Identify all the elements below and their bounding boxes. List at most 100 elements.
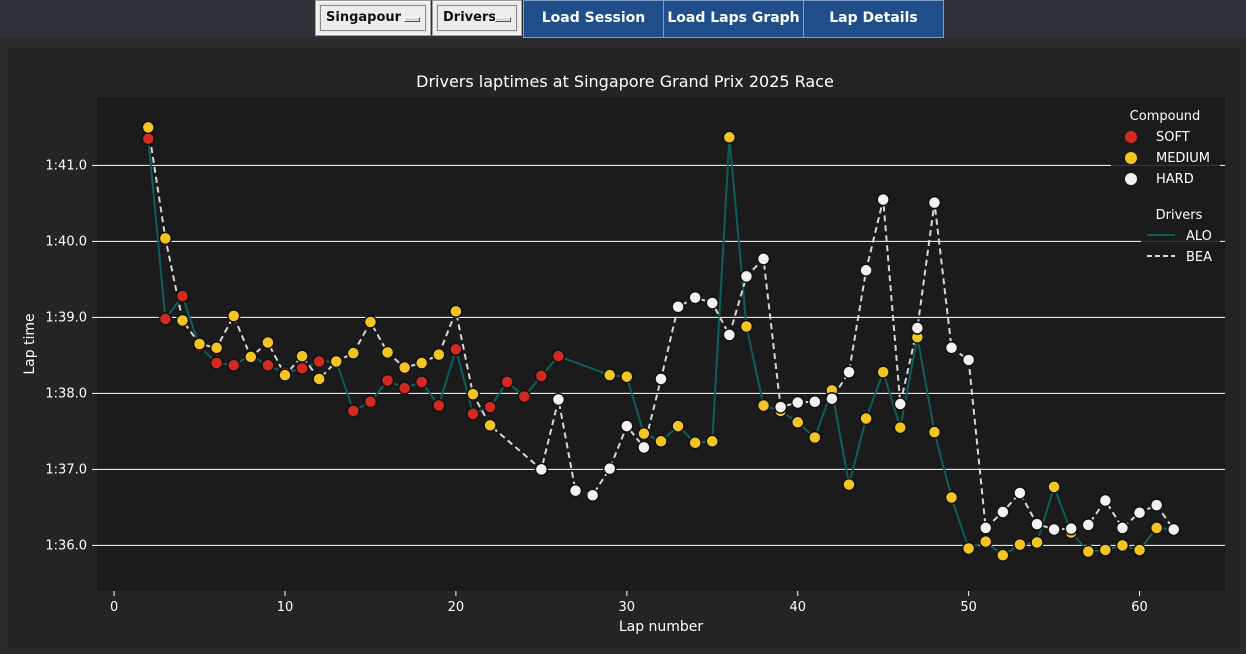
data-point-bea[interactable]	[996, 505, 1010, 519]
data-point-alo[interactable]	[808, 430, 822, 445]
data-point-alo[interactable]	[1013, 537, 1027, 552]
data-point-alo[interactable]	[876, 365, 890, 379]
data-point-alo[interactable]	[722, 130, 737, 145]
data-point-bea[interactable]	[688, 290, 702, 305]
data-point-bea[interactable]	[893, 397, 908, 411]
data-point-alo[interactable]	[637, 426, 651, 441]
data-point-alo[interactable]	[671, 419, 685, 433]
data-point-alo[interactable]	[483, 400, 497, 414]
data-point-bea[interactable]	[209, 341, 224, 355]
data-point-alo[interactable]	[158, 312, 173, 326]
data-point-bea[interactable]	[739, 269, 754, 284]
data-point-alo[interactable]	[209, 356, 224, 370]
data-point-bea[interactable]	[654, 372, 668, 386]
data-point-alo[interactable]	[1030, 535, 1044, 550]
data-point-bea[interactable]	[175, 313, 190, 328]
data-point-alo[interactable]	[175, 289, 190, 303]
data-point-bea[interactable]	[722, 328, 737, 342]
data-point-bea[interactable]	[483, 418, 497, 433]
data-point-bea[interactable]	[705, 296, 720, 310]
data-point-alo[interactable]	[500, 375, 514, 389]
data-point-alo[interactable]	[226, 358, 241, 373]
load-laps-graph-button[interactable]: Load Laps Graph	[663, 0, 804, 38]
data-point-bea[interactable]	[551, 392, 566, 407]
data-point-bea[interactable]	[842, 365, 856, 379]
data-point-bea[interactable]	[944, 341, 959, 355]
data-point-bea[interactable]	[226, 309, 241, 323]
data-point-alo[interactable]	[927, 425, 942, 439]
data-point-bea[interactable]	[568, 483, 583, 498]
data-point-alo[interactable]	[534, 369, 549, 383]
data-point-bea[interactable]	[261, 335, 275, 350]
data-point-alo[interactable]	[1132, 543, 1147, 557]
driver-select[interactable]: Drivers	[432, 0, 522, 36]
data-point-bea[interactable]	[790, 395, 805, 410]
data-point-bea[interactable]	[466, 387, 480, 401]
data-point-alo[interactable]	[859, 411, 873, 426]
data-point-bea[interactable]	[620, 419, 634, 433]
data-point-bea[interactable]	[192, 337, 207, 351]
data-point-bea[interactable]	[859, 263, 873, 278]
data-point-alo[interactable]	[944, 490, 959, 505]
data-point-alo[interactable]	[893, 420, 908, 435]
data-point-bea[interactable]	[1013, 486, 1027, 500]
data-point-alo[interactable]	[449, 342, 463, 357]
data-point-bea[interactable]	[876, 192, 890, 207]
data-point-bea[interactable]	[1166, 522, 1181, 537]
data-point-bea[interactable]	[534, 462, 549, 477]
data-point-alo[interactable]	[620, 369, 634, 384]
data-point-bea[interactable]	[1149, 498, 1164, 512]
data-point-bea[interactable]	[1098, 493, 1113, 508]
data-point-alo[interactable]	[397, 381, 412, 395]
data-point-alo[interactable]	[141, 132, 156, 146]
data-point-alo[interactable]	[1149, 521, 1164, 535]
data-point-alo[interactable]	[790, 415, 805, 430]
data-point-bea[interactable]	[910, 321, 925, 335]
data-point-bea[interactable]	[978, 521, 993, 535]
data-point-bea[interactable]	[1030, 517, 1044, 531]
data-point-bea[interactable]	[380, 345, 395, 360]
load-session-button[interactable]: Load Session	[523, 0, 664, 38]
data-point-bea[interactable]	[244, 350, 258, 364]
data-point-alo[interactable]	[842, 477, 856, 492]
data-point-bea[interactable]	[432, 347, 446, 362]
data-point-bea[interactable]	[927, 195, 942, 210]
data-point-alo[interactable]	[466, 407, 480, 421]
data-point-bea[interactable]	[295, 349, 309, 363]
data-point-bea[interactable]	[1132, 505, 1147, 520]
data-point-bea[interactable]	[397, 360, 412, 375]
data-point-alo[interactable]	[295, 361, 309, 376]
data-point-alo[interactable]	[961, 541, 976, 556]
data-point-bea[interactable]	[961, 353, 976, 367]
data-point-bea[interactable]	[363, 315, 378, 329]
data-point-bea[interactable]	[808, 395, 822, 409]
data-point-alo[interactable]	[1081, 544, 1096, 559]
data-point-alo[interactable]	[380, 373, 395, 388]
data-point-alo[interactable]	[551, 349, 566, 363]
data-point-alo[interactable]	[261, 358, 275, 373]
data-point-alo[interactable]	[517, 389, 532, 404]
data-point-bea[interactable]	[602, 461, 617, 476]
data-point-alo[interactable]	[739, 319, 754, 334]
data-point-alo[interactable]	[1047, 480, 1061, 494]
data-point-alo[interactable]	[756, 398, 771, 413]
data-point-alo[interactable]	[1115, 538, 1130, 553]
data-point-alo[interactable]	[996, 548, 1010, 563]
data-point-alo[interactable]	[705, 434, 720, 449]
data-point-bea[interactable]	[278, 368, 292, 382]
data-point-bea[interactable]	[312, 372, 326, 386]
data-point-bea[interactable]	[329, 354, 344, 369]
race-select[interactable]: Singapour	[315, 0, 431, 36]
data-point-bea[interactable]	[585, 488, 600, 502]
data-point-bea[interactable]	[1081, 518, 1096, 532]
lap-details-button[interactable]: Lap Details	[803, 0, 944, 38]
data-point-alo[interactable]	[363, 395, 378, 409]
data-point-bea[interactable]	[1047, 522, 1061, 537]
data-point-bea[interactable]	[637, 440, 651, 455]
data-point-alo[interactable]	[978, 534, 993, 549]
data-point-bea[interactable]	[756, 252, 771, 266]
data-point-bea[interactable]	[1064, 521, 1078, 536]
data-point-bea[interactable]	[346, 346, 361, 360]
data-point-alo[interactable]	[654, 434, 668, 449]
data-point-bea[interactable]	[158, 231, 173, 246]
